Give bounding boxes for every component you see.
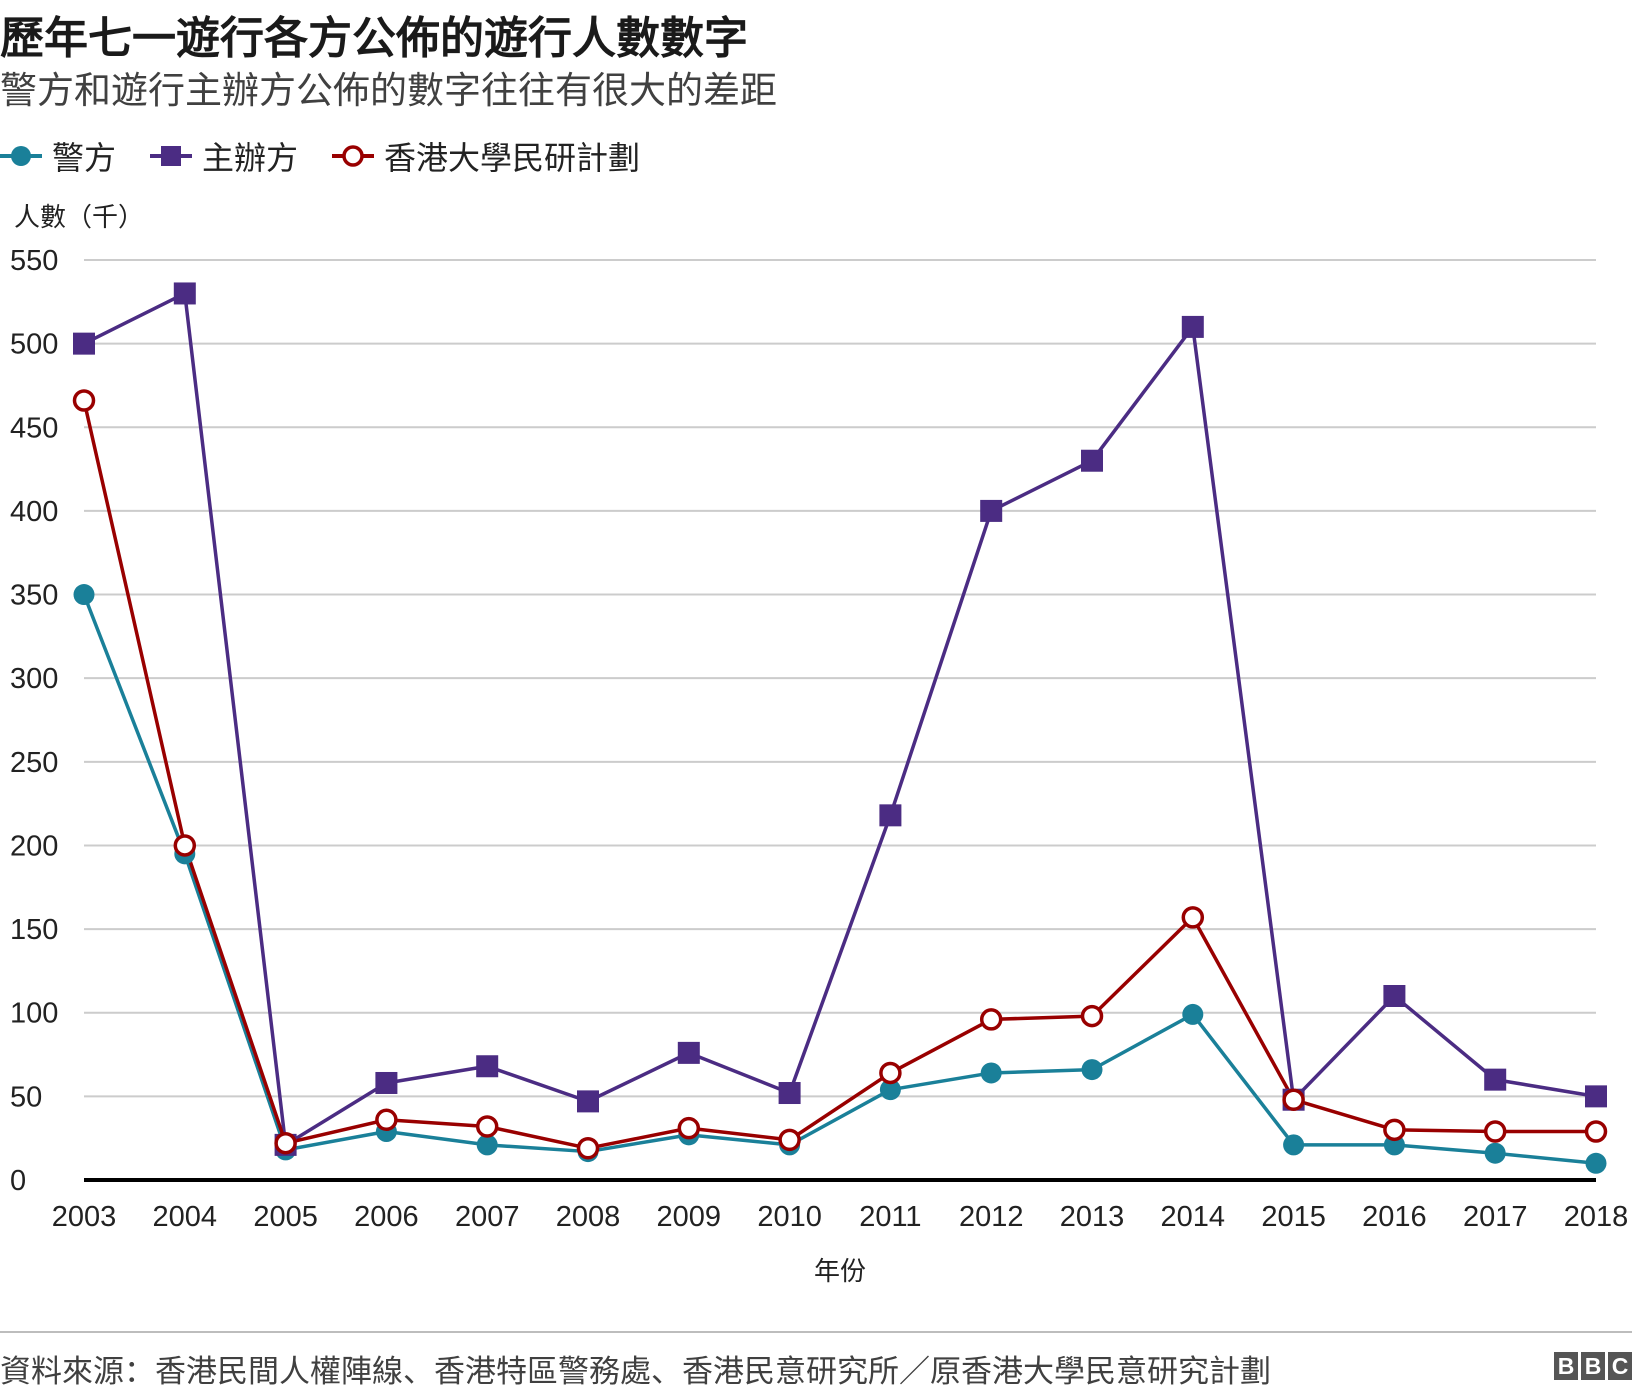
data-point-hku [173,834,197,857]
data-point-organizer [778,1082,801,1105]
source-note: 資料來源：香港民間人權陣線、香港特區警務處、香港民意研究所／原香港大學民意研究計… [0,1354,1271,1390]
data-point-hku [576,1136,600,1160]
data-point-police [476,1134,498,1156]
data-point-police [980,1062,1002,1084]
line-chart: 人數（千） 0 50 100 150 200 250 300 350 400 450 500 550 20… [10,203,1629,1287]
x-tick-label: 2009 [657,1201,722,1233]
data-point-hku [274,1131,297,1155]
legend-item-hku: 香港大學民研計劃 [332,133,640,179]
data-point-organizer [476,1055,499,1078]
x-axis-label: 年份 [814,1257,866,1287]
series-line-police [82,593,1597,1166]
data-point-hku [979,1008,1003,1031]
series-line-hku [82,400,1596,1150]
x-tick-label: 2003 [52,1201,117,1233]
data-point-hku [1181,906,1205,929]
data-point-hku [1584,1120,1608,1143]
x-tick-label: 2017 [1463,1201,1528,1233]
x-tick-label: 2006 [354,1201,419,1233]
bbc-logo: B B C [1551,1352,1632,1380]
legend-police-circle-icon [0,146,42,166]
y-tick-label: 500 [10,329,58,361]
legend-label-hku: 香港大學民研計劃 [384,139,641,177]
y-tick-label: 200 [10,830,58,862]
data-point-hku [879,1061,902,1085]
data-point-hku [475,1115,499,1138]
legend-label-organizer: 主辦方 [202,139,299,177]
data-point-police [1484,1142,1506,1164]
x-tick-label: 2013 [1060,1201,1125,1233]
data-point-police [1081,1059,1103,1081]
data-point-hku [72,389,96,412]
data-point-organizer [173,282,196,305]
data-point-organizer [1181,315,1204,338]
y-tick-label: 400 [10,496,58,528]
x-tick-label: 2005 [253,1201,318,1233]
y-tick-label: 150 [10,914,58,946]
data-point-police [879,1079,901,1101]
y-tick-label: 100 [10,998,58,1030]
data-point-hku [375,1108,398,1132]
data-point-organizer [879,804,902,827]
y-tick-label: 50 [10,1081,42,1113]
legend-organizer-square-icon [150,146,193,166]
x-tick-label: 2014 [1161,1201,1226,1233]
data-point-police [1585,1152,1607,1174]
data-point-organizer [577,1090,599,1113]
bbc-logo-block: C [1608,1352,1632,1380]
data-point-hku [1383,1118,1406,1142]
data-point-organizer [1383,985,1406,1007]
series-line-organizer [83,291,1597,1147]
x-tick-label: 2010 [757,1201,822,1233]
data-point-hku [677,1116,701,1140]
data-point-hku [1483,1120,1507,1143]
x-tick-label: 2007 [455,1201,520,1233]
legend-item-police: 警方 [0,133,116,179]
x-tick-label: 2016 [1362,1201,1427,1233]
x-tick-label: 2004 [153,1201,218,1233]
data-point-police [73,584,95,606]
x-tick-label: 2012 [959,1201,1024,1233]
x-tick-label: 2018 [1564,1201,1629,1233]
legend-hku-hollow-circle-icon [332,145,375,167]
legend-label-police: 警方 [52,139,117,177]
data-point-organizer [73,332,95,355]
x-tick-label: 2011 [859,1201,921,1233]
x-tick-label: 2015 [1261,1201,1326,1233]
y-tick-label: 550 [10,245,58,277]
footer-divider [0,1331,1632,1333]
y-tick-label: 350 [10,580,58,612]
legend: 警方 主辦方 香港大學民研計劃 [0,132,674,180]
x-tick-label: 2008 [556,1201,621,1233]
data-point-hku [1282,1088,1305,1111]
data-point-police [1283,1134,1305,1156]
bbc-logo-block: B [1554,1352,1578,1380]
y-tick-label: 0 [10,1165,26,1197]
data-point-organizer [677,1041,700,1064]
y-tick-label: 250 [10,747,58,779]
legend-item-organizer: 主辦方 [150,133,298,179]
data-point-organizer [1081,449,1103,472]
data-point-hku [1080,1004,1104,1028]
y-tick-label: 450 [10,412,58,444]
y-axis-label: 人數（千） [14,203,144,233]
chart-title: 歷年七一遊行各方公佈的遊行人數數字 [0,13,748,64]
data-point-organizer [980,499,1003,522]
data-point-hku [778,1128,801,1152]
chart-subtitle: 警方和遊行主辦方公佈的數字往往有很大的差距 [0,69,777,112]
y-tick-label: 300 [10,663,58,695]
bbc-logo-block: B [1581,1352,1605,1380]
data-point-organizer [1484,1068,1507,1091]
data-point-organizer [1585,1085,1607,1108]
data-point-police [1182,1003,1204,1025]
data-point-organizer [375,1071,398,1094]
